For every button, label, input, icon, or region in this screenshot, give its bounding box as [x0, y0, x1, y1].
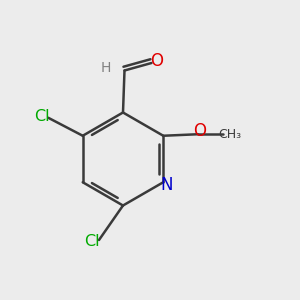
- Text: O: O: [150, 52, 164, 70]
- Text: O: O: [193, 122, 206, 140]
- Text: Cl: Cl: [34, 109, 50, 124]
- Text: H: H: [100, 61, 111, 75]
- Text: N: N: [160, 176, 173, 194]
- Text: CH₃: CH₃: [218, 128, 242, 141]
- Text: Cl: Cl: [85, 234, 100, 249]
